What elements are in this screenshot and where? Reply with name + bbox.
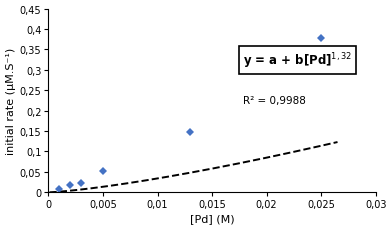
Y-axis label: initial rate (µM.S⁻¹): initial rate (µM.S⁻¹) [5,48,16,154]
X-axis label: [Pd] (M): [Pd] (M) [190,213,234,224]
Text: y = a + b[Pd]$^{1,32}$: y = a + b[Pd]$^{1,32}$ [243,51,352,71]
Text: R² = 0,9988: R² = 0,9988 [243,96,306,106]
